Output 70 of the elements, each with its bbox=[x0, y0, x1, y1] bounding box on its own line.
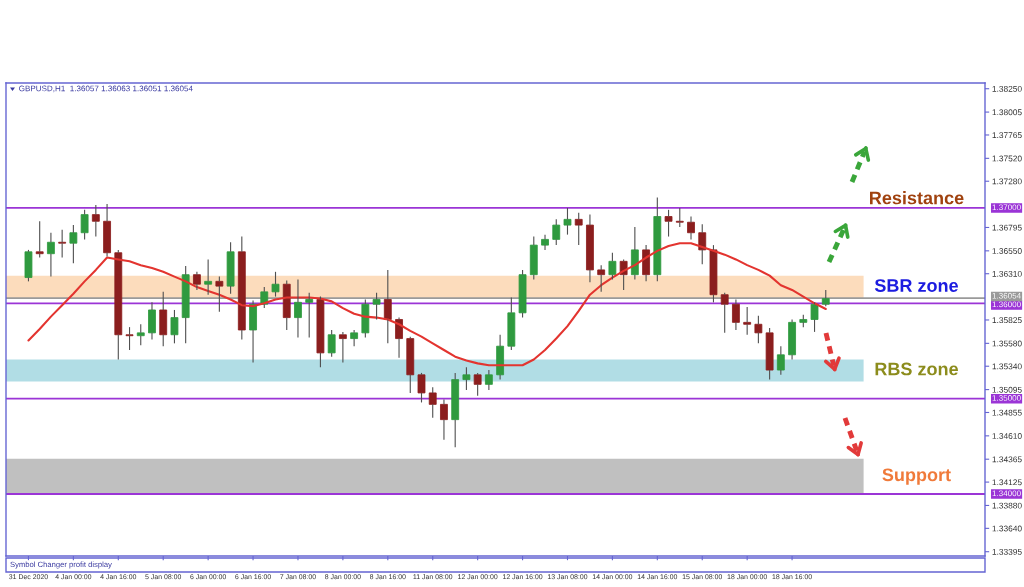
candlestick bbox=[687, 215, 695, 240]
candlestick bbox=[35, 220, 44, 259]
candlestick bbox=[732, 298, 740, 331]
y-tick-label: 1.37765 bbox=[992, 132, 1022, 139]
candlestick bbox=[69, 224, 78, 264]
y-tick-label: 1.38005 bbox=[992, 109, 1022, 116]
candlestick bbox=[406, 336, 415, 394]
candlestick bbox=[473, 372, 482, 397]
y-tick-label: 1.35095 bbox=[992, 386, 1022, 393]
candlestick bbox=[114, 249, 123, 361]
candlestick bbox=[720, 292, 729, 334]
y-tick-label: 1.34365 bbox=[992, 456, 1022, 463]
candlestick bbox=[810, 301, 819, 333]
candlestick bbox=[204, 258, 213, 296]
y-tick-label: 1.38250 bbox=[992, 85, 1022, 92]
candlestick bbox=[294, 278, 302, 339]
candlestick bbox=[338, 331, 347, 363]
candlestick bbox=[451, 372, 460, 448]
candlestick bbox=[193, 271, 201, 291]
band-label: RBS zone bbox=[875, 362, 958, 376]
y-tick-label: 1.36310 bbox=[992, 270, 1022, 277]
candlestick bbox=[58, 229, 67, 259]
y-tick-label: 1.35580 bbox=[992, 340, 1022, 347]
candlestick bbox=[496, 334, 505, 381]
candlestick bbox=[788, 318, 796, 361]
candlestick bbox=[642, 244, 650, 282]
candlestick bbox=[518, 269, 527, 319]
band-label: Support bbox=[882, 468, 951, 485]
y-tick-label: 1.36000 bbox=[992, 301, 1021, 308]
candlestick bbox=[541, 234, 549, 251]
candlestick bbox=[103, 203, 111, 258]
candlestick bbox=[821, 289, 830, 307]
y-tick-label: 1.34610 bbox=[992, 433, 1022, 439]
candlestick bbox=[484, 369, 493, 391]
candlestick bbox=[226, 241, 235, 295]
y-tick-label: 1.34125 bbox=[992, 479, 1022, 486]
y-tick-label: 1.36550 bbox=[992, 248, 1022, 254]
chart-title: GBPUSD,H1 1.36057 1.36063 1.36051 1.36054 bbox=[19, 85, 193, 93]
y-tick-label: 1.37280 bbox=[992, 178, 1022, 185]
y-tick-label: 1.37520 bbox=[992, 155, 1022, 162]
candlestick bbox=[350, 329, 359, 347]
y-tick-label: 1.35340 bbox=[992, 363, 1022, 370]
candlestick bbox=[47, 232, 55, 278]
y-tick-label: 1.33640 bbox=[992, 525, 1022, 532]
candlestick bbox=[91, 204, 100, 238]
candlestick bbox=[428, 386, 437, 419]
y-tick-label: 1.37000 bbox=[992, 204, 1021, 211]
candlestick bbox=[776, 345, 785, 376]
y-tick-label: 1.33395 bbox=[992, 548, 1022, 555]
y-tick-label: 1.34855 bbox=[992, 409, 1022, 416]
candlestick bbox=[148, 301, 156, 341]
candlestick bbox=[630, 226, 639, 281]
band-label: SBR zone bbox=[874, 279, 958, 292]
y-tick-label: 1.34000 bbox=[992, 490, 1021, 497]
candlestick bbox=[327, 329, 336, 358]
candlestick bbox=[249, 299, 257, 363]
y-tick-label: 1.35000 bbox=[992, 395, 1021, 401]
candlestick bbox=[765, 327, 774, 381]
y-tick-label: 1.36795 bbox=[992, 224, 1022, 231]
candlestick bbox=[383, 269, 392, 344]
candlestick bbox=[440, 399, 448, 441]
candlestick bbox=[586, 214, 594, 283]
y-tick-label: 1.35825 bbox=[992, 317, 1022, 324]
y-tick-label: 1.33880 bbox=[992, 502, 1022, 509]
ref-line-label: Resistance bbox=[870, 191, 964, 205]
candlestick bbox=[361, 298, 370, 339]
y-tick-label: 1.36054 bbox=[992, 292, 1021, 299]
candlestick bbox=[181, 265, 190, 344]
candlestick bbox=[664, 209, 673, 238]
candlestick bbox=[552, 218, 561, 246]
